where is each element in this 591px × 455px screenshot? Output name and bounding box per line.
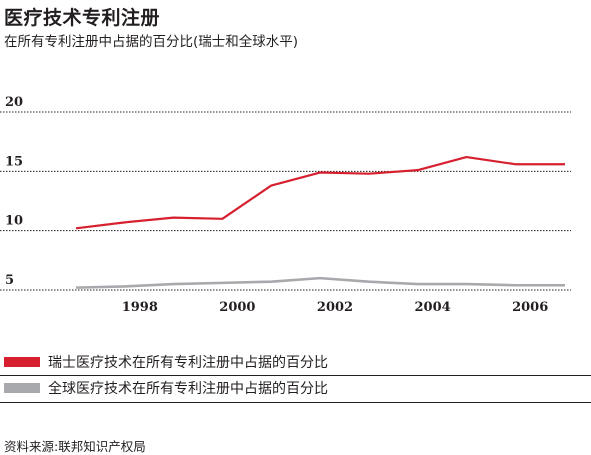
x-tick-label: 2006 [512,300,548,315]
chart-subtitle: 在所有专利注册中占据的百分比(瑞士和全球水平) [4,34,299,50]
legend-divider [0,375,591,376]
x-tick-label: 2002 [317,300,353,315]
legend-swatch-global [4,383,40,393]
source-note: 资料来源:联邦知识产权局 [4,439,146,454]
legend-item-switzerland: 瑞士医疗技术在所有专利注册中占据的百分比 [4,352,586,372]
y-tick-label: 20 [5,95,23,110]
y-tick-label: 15 [5,154,23,169]
x-tick-label: 2000 [219,300,255,315]
legend-item-global: 全球医疗技术在所有专利注册中占据的百分比 [4,378,586,398]
series-line-global [75,276,566,289]
y-tick-label: 10 [5,214,23,229]
x-tick-label: 1998 [122,300,158,315]
legend-label-global: 全球医疗技术在所有专利注册中占据的百分比 [48,381,328,397]
legend-divider [0,402,591,403]
x-tick-label: 2004 [415,300,451,315]
series-lines [75,155,566,289]
y-tick-label: 5 [5,273,14,288]
gridlines [0,111,571,291]
chart-title: 医疗技术专利注册 [4,7,161,29]
y-tick-labels: 20 15 10 5 [5,95,23,288]
legend-label-switzerland: 瑞士医疗技术在所有专利注册中占据的百分比 [48,355,328,371]
series-line-switzerland [75,155,566,230]
x-tick-labels: 199820002002200420062012 [122,300,549,315]
legend-swatch-switzerland [4,357,40,367]
